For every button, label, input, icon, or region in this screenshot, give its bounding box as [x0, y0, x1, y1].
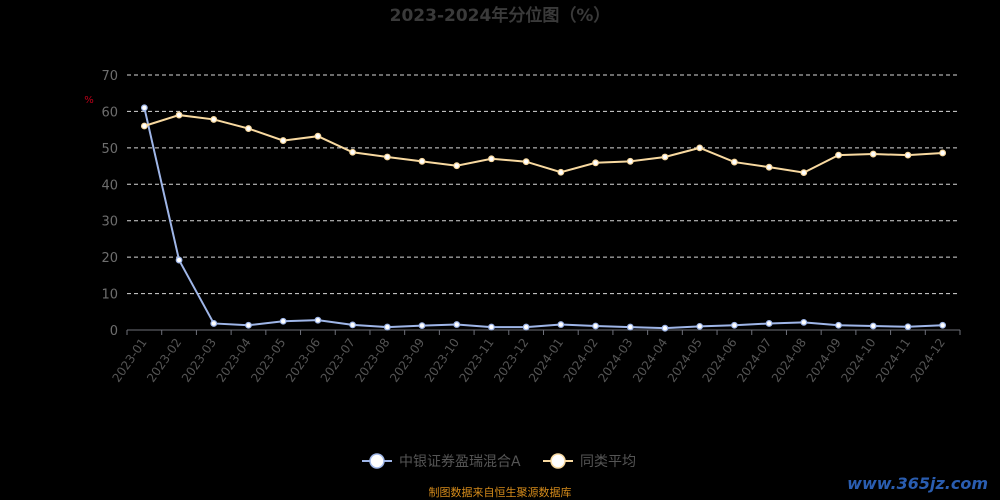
data-point[interactable] [557, 321, 565, 328]
data-point[interactable] [557, 168, 565, 176]
data-point[interactable] [245, 125, 252, 132]
chart-title: 2023-2024年分位图（%） [390, 5, 611, 26]
x-tick-label: 2024-12 [908, 336, 948, 385]
data-point[interactable] [522, 323, 530, 331]
data-point[interactable] [140, 122, 148, 130]
data-point[interactable] [140, 104, 148, 112]
data-point[interactable] [592, 159, 599, 167]
data-point[interactable] [835, 321, 842, 329]
legend-label: 中银证券盈瑞混合A [399, 454, 521, 470]
data-point[interactable] [279, 137, 287, 144]
data-point[interactable] [418, 322, 426, 330]
data-point[interactable] [349, 321, 357, 329]
legend-item[interactable]: 中银证券盈瑞混合A [362, 453, 521, 470]
y-tick-label: 20 [101, 251, 118, 266]
data-point[interactable] [314, 316, 322, 324]
data-point[interactable] [592, 322, 599, 330]
data-point[interactable] [349, 148, 357, 156]
series-group [140, 104, 947, 332]
data-point[interactable] [626, 157, 634, 165]
y-tick-label: 30 [101, 215, 118, 230]
legend-marker [550, 453, 566, 469]
data-point[interactable] [800, 318, 808, 326]
legend-label: 同类平均 [580, 454, 636, 470]
y-axis-unit: % [84, 95, 94, 106]
series-line [144, 114, 943, 174]
y-tick-label: 0 [110, 324, 118, 339]
y-tick-label: 50 [101, 142, 118, 157]
data-point[interactable] [939, 321, 947, 329]
data-point[interactable] [488, 323, 495, 331]
data-point[interactable] [765, 320, 773, 327]
grid-lines [127, 74, 960, 295]
data-point[interactable] [869, 322, 877, 330]
data-point[interactable] [453, 321, 461, 328]
data-point[interactable] [800, 169, 808, 177]
data-point[interactable] [765, 163, 773, 171]
y-tick-label: 60 [101, 105, 118, 120]
data-point[interactable] [661, 153, 669, 161]
y-tick-label: 40 [101, 178, 118, 193]
x-axis: 2023-012023-022023-032023-042023-052023-… [109, 329, 961, 385]
data-point[interactable] [522, 158, 530, 166]
legend-marker [369, 453, 385, 469]
data-point[interactable] [904, 323, 912, 331]
data-point[interactable] [661, 324, 669, 332]
data-point[interactable] [279, 317, 287, 325]
data-point[interactable] [175, 256, 183, 264]
data-point[interactable] [175, 111, 183, 119]
data-point[interactable] [245, 321, 252, 329]
source-note: 制图数据来自恒生聚源数据库 [429, 485, 572, 499]
data-point[interactable] [210, 320, 218, 327]
data-point[interactable] [939, 149, 947, 157]
data-point[interactable] [904, 151, 912, 159]
y-tick-label: 70 [101, 69, 118, 84]
data-point[interactable] [418, 157, 426, 165]
data-point[interactable] [730, 158, 738, 166]
series-line [143, 107, 943, 330]
data-point[interactable] [835, 151, 842, 159]
data-point[interactable] [488, 155, 495, 163]
data-point[interactable] [869, 150, 877, 158]
data-point[interactable] [696, 322, 704, 330]
data-point[interactable] [453, 162, 461, 170]
data-point[interactable] [626, 323, 634, 331]
y-tick-label: 10 [101, 288, 118, 303]
y-axis-ticks: 0 10 20 30 40 50 60 70 [101, 69, 118, 339]
legend-item[interactable]: 同类平均 [543, 453, 636, 470]
data-point[interactable] [383, 323, 391, 331]
data-point[interactable] [210, 116, 218, 123]
data-point[interactable] [383, 153, 391, 161]
data-point[interactable] [696, 144, 704, 152]
data-point[interactable] [730, 321, 738, 329]
watermark: www.365jz.com [847, 474, 988, 493]
legend[interactable]: 中银证券盈瑞混合A 同类平均 [362, 453, 636, 470]
data-point[interactable] [314, 132, 322, 140]
